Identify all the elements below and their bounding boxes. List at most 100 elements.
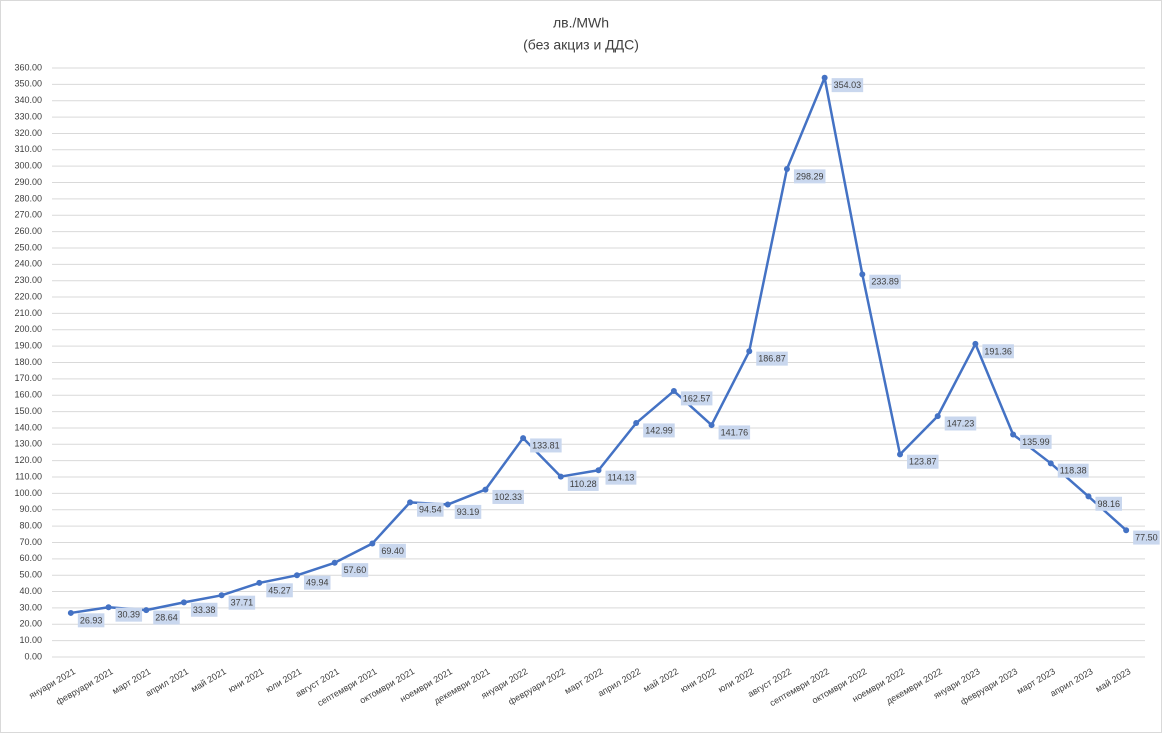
data-label: 28.64	[155, 613, 178, 623]
y-tick-label: 40.00	[19, 586, 42, 596]
data-label-group: 28.64	[153, 610, 180, 625]
data-label-group: 98.16	[1095, 496, 1122, 511]
data-label: 77.50	[1135, 533, 1158, 543]
data-point	[256, 579, 263, 586]
data-label-bg	[756, 351, 788, 366]
data-label: 69.40	[381, 546, 404, 556]
data-label-group: 45.27	[266, 583, 293, 598]
y-tick-label: 90.00	[19, 504, 42, 514]
y-tick-label: 20.00	[19, 619, 42, 629]
data-label-bg	[793, 169, 826, 184]
data-point	[520, 435, 527, 442]
y-tick-label: 150.00	[14, 406, 42, 416]
data-point	[218, 592, 225, 599]
data-label-bg	[341, 563, 369, 578]
y-tick-label: 300.00	[14, 161, 42, 171]
data-label-group: 142.99	[643, 423, 675, 438]
y-tick-label: 70.00	[19, 537, 42, 547]
data-label-bg	[492, 489, 524, 504]
y-tick-label: 360.00	[14, 62, 42, 72]
data-label-bg	[869, 274, 901, 289]
y-tick-label: 250.00	[14, 242, 42, 252]
data-label-group: 135.99	[1020, 434, 1052, 449]
data-point	[1047, 460, 1054, 467]
data-label-group: 354.03	[831, 78, 864, 93]
data-point	[633, 420, 640, 427]
data-label-bg	[718, 425, 751, 440]
data-point	[746, 348, 753, 355]
data-point	[67, 609, 74, 616]
data-label: 135.99	[1022, 437, 1050, 447]
data-point	[444, 501, 451, 508]
data-label-bg	[190, 602, 218, 617]
data-label-bg	[982, 344, 1014, 359]
data-label: 354.03	[834, 80, 862, 90]
y-tick-label: 260.00	[14, 226, 42, 236]
data-label-bg	[643, 423, 675, 438]
data-label-bg	[266, 583, 293, 598]
data-label-group: 37.71	[228, 595, 256, 610]
y-tick-label: 120.00	[14, 455, 42, 465]
y-tick-label: 270.00	[14, 210, 42, 220]
y-tick-label: 10.00	[19, 635, 42, 645]
data-label-bg	[831, 78, 864, 93]
data-label-group: 94.54	[417, 502, 444, 517]
data-label: 142.99	[645, 425, 673, 435]
data-label-group: 57.60	[341, 563, 369, 578]
data-label-bg	[303, 575, 331, 590]
y-tick-label: 110.00	[15, 471, 42, 481]
data-label: 298.29	[796, 171, 824, 181]
data-label-group: 114.13	[605, 470, 637, 485]
y-tick-label: 190.00	[14, 341, 42, 351]
data-label: 57.60	[344, 565, 367, 575]
data-label-group: 30.39	[115, 607, 143, 622]
data-point	[934, 413, 941, 420]
data-label: 102.33	[494, 492, 522, 502]
y-tick-label: 350.00	[14, 79, 42, 89]
data-point	[180, 599, 187, 606]
y-tick-label: 100.00	[14, 488, 42, 498]
data-point	[783, 165, 790, 172]
data-label-group: 110.28	[567, 476, 599, 491]
chart-title: лв./MWh	[553, 15, 609, 31]
data-point	[1123, 527, 1130, 534]
data-label-bg	[228, 595, 256, 610]
y-tick-label: 80.00	[19, 520, 42, 530]
data-label-group: 118.38	[1057, 463, 1089, 478]
data-label-group: 298.29	[793, 169, 826, 184]
data-label-bg	[907, 454, 939, 469]
data-label-group: 49.94	[303, 575, 331, 590]
y-tick-label: 220.00	[14, 291, 42, 301]
data-label-group: 191.36	[982, 344, 1014, 359]
data-point	[482, 486, 489, 493]
data-label: 49.94	[306, 578, 329, 588]
data-label: 233.89	[871, 277, 899, 287]
data-label: 33.38	[193, 605, 216, 615]
y-tick-label: 290.00	[14, 177, 42, 187]
data-label: 30.39	[118, 610, 141, 620]
data-label-bg	[153, 610, 180, 625]
y-tick-label: 180.00	[14, 357, 42, 367]
data-label-bg	[680, 391, 713, 406]
data-point	[1010, 431, 1017, 438]
data-label: 37.71	[231, 598, 254, 608]
y-tick-label: 320.00	[14, 128, 42, 138]
data-point	[897, 451, 904, 458]
data-label-bg	[1020, 434, 1052, 449]
data-label-group: 141.76	[718, 425, 751, 440]
data-label: 123.87	[909, 457, 937, 467]
y-tick-label: 310.00	[14, 144, 42, 154]
data-label: 94.54	[419, 505, 442, 515]
data-label-group: 162.57	[680, 391, 713, 406]
data-label-group: 186.87	[756, 351, 788, 366]
y-tick-label: 160.00	[14, 390, 42, 400]
y-tick-label: 170.00	[14, 373, 42, 383]
data-label-group: 33.38	[190, 602, 218, 617]
data-label-bg	[115, 607, 143, 622]
data-label: 98.16	[1097, 499, 1120, 509]
data-label: 191.36	[984, 346, 1012, 356]
data-label-bg	[944, 416, 977, 431]
data-label: 141.76	[721, 427, 749, 437]
data-point	[369, 540, 376, 547]
